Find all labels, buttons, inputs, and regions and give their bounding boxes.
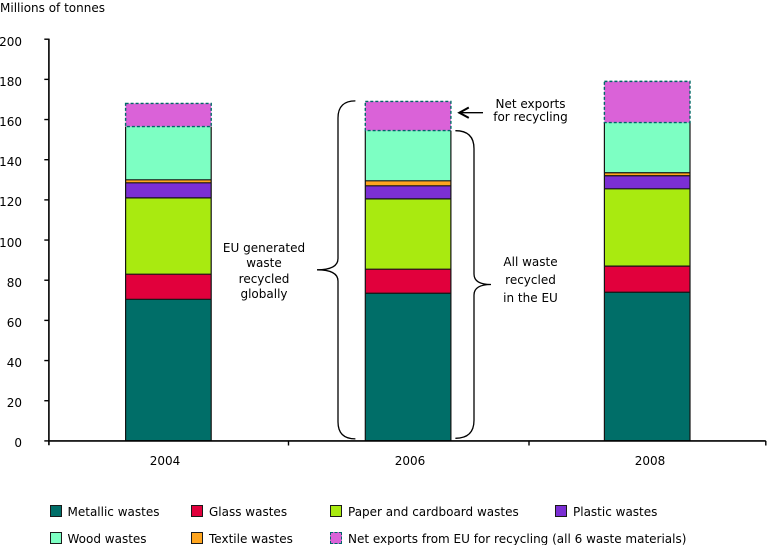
y-tick-label-100: 100 <box>0 235 22 250</box>
bar-segment-2006-0 <box>365 293 451 441</box>
bar-segment-2008-6 <box>604 81 690 123</box>
bar-segment-2006-1 <box>365 269 451 294</box>
bar-segment-2008-1 <box>604 266 690 293</box>
bar-segment-2004-5 <box>125 126 212 180</box>
bar-segment-2006-6 <box>365 101 451 131</box>
x-category-label-2006: 2006 <box>394 454 426 468</box>
bar-segment-2006-4 <box>365 180 451 186</box>
annotation-eu-generated: EU generated waste recycled globally <box>223 241 305 302</box>
legend-swatch-4 <box>191 532 203 545</box>
legend-label-2: Paper and cardboard wastes <box>348 504 519 519</box>
bar-segment-2004-3 <box>125 182 212 198</box>
axis-layer <box>44 38 767 446</box>
bar-net-exports-dashed-border-2006 <box>364 100 452 132</box>
annotation-line: All waste <box>503 255 558 269</box>
annotation-line: in the EU <box>503 291 558 306</box>
legend-swatch-3 <box>555 505 567 517</box>
bar-segment-2004-1 <box>125 274 212 300</box>
bar-segment-2008-3 <box>604 175 690 189</box>
legend-label-3: Plastic wastes <box>573 504 658 519</box>
brace-right <box>455 130 492 439</box>
y-tick-label-20: 20 <box>6 396 22 411</box>
y-tick-label-80: 80 <box>6 275 22 290</box>
annotation-line: for recycling <box>493 110 568 125</box>
bars-layer <box>124 80 691 442</box>
legend-swatch-0 <box>49 505 62 517</box>
bar-segment-2008-2 <box>604 188 690 267</box>
y-tick-label-120: 120 <box>0 195 22 210</box>
annotation-line: EU generated <box>222 241 306 255</box>
y-tick-label-40: 40 <box>6 356 22 371</box>
annotation-line: globally <box>240 286 288 301</box>
bar-segment-2006-3 <box>365 185 451 199</box>
annotation-line: Net exports <box>495 96 566 111</box>
bar-net-exports-dashed-border-2008 <box>603 80 691 124</box>
bar-segment-2008-5 <box>604 122 690 173</box>
y-tick-label-140: 140 <box>0 155 22 170</box>
annotation-all-waste: All waste recycled in the EU <box>503 253 558 308</box>
annotation-net-exports: Net exports for recycling <box>493 96 568 126</box>
legend-swatch-6 <box>330 532 342 545</box>
bar-net-exports-dashed-border-2004 <box>124 102 212 128</box>
legend-swatch-2 <box>330 505 342 517</box>
brace-left <box>316 100 356 440</box>
bar-segment-2004-2 <box>125 197 212 275</box>
bar-segment-2004-4 <box>125 179 212 183</box>
x-category-label-2008: 2008 <box>634 454 666 468</box>
bar-segment-2006-2 <box>365 198 451 270</box>
annotation-line: recycled <box>505 273 556 288</box>
legend-label-0: Metallic wastes <box>67 504 160 519</box>
bar-segment-2004-0 <box>125 299 212 441</box>
annotation-line: recycled <box>238 271 290 286</box>
y-tick-label-60: 60 <box>6 315 22 330</box>
bar-segment-2008-4 <box>604 172 690 176</box>
y-tick-label-180: 180 <box>0 74 22 89</box>
annotation-line: waste <box>246 256 282 271</box>
legend-swatch-5 <box>49 532 62 545</box>
y-tick-label-200: 200 <box>0 34 22 49</box>
legend-label-6: Net exports from EU for recycling (all 6… <box>348 531 687 545</box>
arrow-net-exports <box>457 106 483 119</box>
legend-label-5: Wood wastes <box>67 531 147 545</box>
x-category-label-2004: 2004 <box>149 454 181 468</box>
y-tick-label-0: 0 <box>14 436 22 451</box>
legend-label-1: Glass wastes <box>209 504 288 519</box>
bar-segment-2006-5 <box>365 130 451 181</box>
bar-segment-2004-6 <box>125 103 212 127</box>
bar-segment-2008-0 <box>604 292 690 441</box>
y-axis-title: Millions of tonnes <box>0 1 105 15</box>
legend-swatch-1 <box>191 505 203 517</box>
legend-label-4: Textile wastes <box>209 531 293 545</box>
y-tick-label-160: 160 <box>0 115 22 130</box>
